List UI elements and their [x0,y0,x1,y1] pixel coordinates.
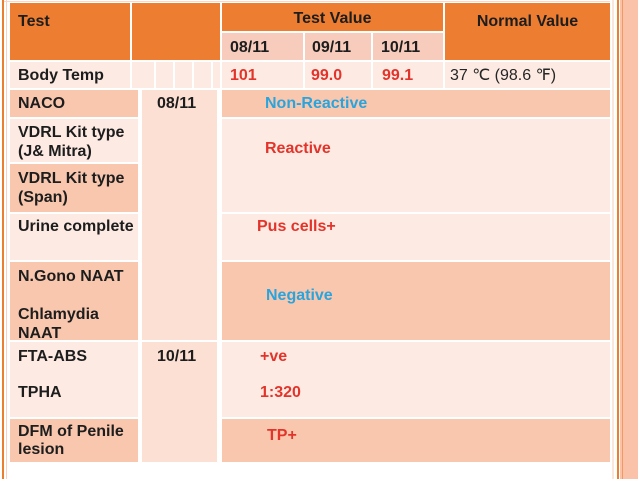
test-cell-vdrl-jmitra: VDRL Kit type (J& Mitra) [10,119,138,162]
left-border-faint-line [6,0,7,479]
test-line-ngono: N.Gono NAAT [18,268,124,285]
test-cell-naco: NACO [10,90,138,117]
value-line-titre: 1:320 [260,384,301,401]
value-cell-reactive: Reactive [222,119,610,212]
test-line-chlamydia: Chlamydia NAAT [18,306,99,342]
header-empty-cell [132,3,220,60]
cell-divider [192,62,194,88]
subheader-date-0911: 09/11 [305,33,371,60]
right-border-line [617,0,619,479]
value-line-positive: +ve [260,348,288,365]
cell-divider [173,62,175,88]
body-temp-value-0911: 99.0 [305,62,371,88]
header-normal-value-cell: Normal Value [445,3,610,60]
test-cell-naat: N.Gono NAAT Chlamydia NAAT [10,262,138,342]
header-test-cell: Test [10,3,130,60]
left-border-line [2,0,4,479]
right-border-band-inner-line [622,0,623,479]
test-line-tpha: TPHA [18,384,62,401]
value-cell-tp-positive: TP+ [222,419,610,462]
right-border-faint-line [612,0,614,479]
value-cell-negative: Negative [222,262,610,340]
body-temp-value-1011: 99.1 [373,62,443,88]
date-cell-0811: 08/11 [142,90,217,340]
test-cell-vdrl-span: VDRL Kit type (Span) [10,164,138,212]
test-cell-fta-tpha: FTA-ABS TPHA [10,342,138,417]
body-temp-value-0811: 101 [222,62,303,88]
body-temp-test-cell: Body Temp [10,62,130,88]
value-cell-fta-tpha: +ve 1:320 [222,342,610,417]
cell-divider [211,62,213,88]
subheader-date-1011: 10/11 [373,33,443,60]
right-border-band [620,0,638,479]
test-cell-dfm: DFM of Penile lesion [10,419,138,462]
subheader-date-0811: 08/11 [222,33,303,60]
test-cell-urine-complete: Urine complete [10,214,138,260]
top-border-faint-line [4,1,610,2]
body-temp-spacer-cell [132,62,220,88]
header-test-value-cell: Test Value [222,3,443,31]
body-temp-normal-value: 37 ℃ (98.6 ℉) [445,62,610,88]
value-cell-pus-cells: Pus cells+ [222,214,610,260]
value-cell-non-reactive: Non-Reactive [222,90,610,117]
date-cell-1011: 10/11 [142,342,217,462]
test-line-fta-abs: FTA-ABS [18,348,88,365]
cell-divider [154,62,156,88]
